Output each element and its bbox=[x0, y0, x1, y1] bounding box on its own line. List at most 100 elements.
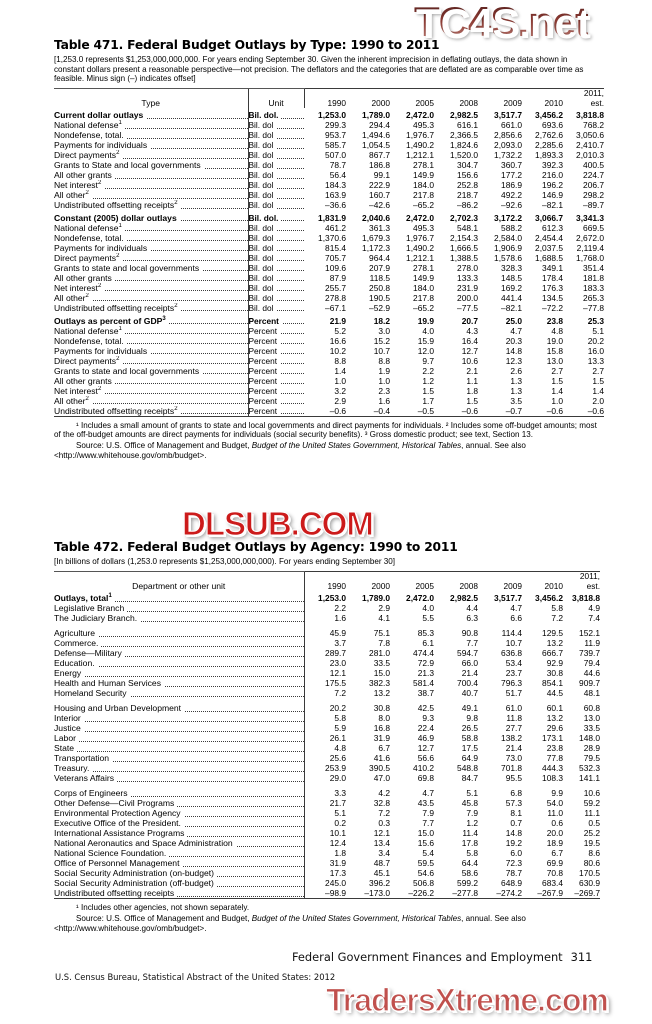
row-label: Nondefense, total. bbox=[54, 130, 248, 141]
row-value: 134.5 bbox=[542, 292, 563, 303]
row-value: 594.7 bbox=[457, 648, 478, 659]
row-value: 2,119.4 bbox=[576, 242, 604, 253]
row-value: 1,831.9 bbox=[318, 212, 346, 223]
row-label: Treasury. bbox=[54, 763, 304, 774]
row-unit: Bil. dol bbox=[247, 282, 304, 293]
row-value: 548.1 bbox=[457, 222, 478, 233]
row-value: 12.0 bbox=[417, 345, 434, 356]
row-value: 19.0 bbox=[546, 335, 563, 346]
row-value: 3,818.8 bbox=[576, 110, 604, 121]
row-value: 146.9 bbox=[542, 190, 563, 201]
row-value: 9.8 bbox=[466, 713, 478, 724]
table-472-block: Table 472. Federal Budget Outlays by Age… bbox=[54, 540, 600, 942]
row-value: 3,066.7 bbox=[535, 212, 563, 223]
table-row: Outlays, total1 1,253.0 1,789.0 2,472.0 2,98… bbox=[54, 590, 600, 604]
row-value: –65.2 bbox=[413, 200, 434, 211]
row-unit: Bil. dol bbox=[247, 120, 304, 131]
row-label: The Judiciary Branch. bbox=[54, 613, 304, 624]
row-value: 77.8 bbox=[546, 753, 563, 764]
row-unit: Bil. dol bbox=[247, 130, 304, 141]
table-row: National defense1 Percent 5.2 3.0 4.0 4.3 4.7 4… bbox=[54, 325, 604, 336]
row-value: 953.7 bbox=[325, 130, 346, 141]
row-value: 66.0 bbox=[461, 658, 478, 669]
row-value: 64.4 bbox=[461, 858, 478, 869]
row-value: 11.9 bbox=[584, 638, 600, 649]
row-value: 49.1 bbox=[461, 703, 478, 714]
row-value: 20.2 bbox=[587, 335, 604, 346]
row-value: 349.1 bbox=[542, 262, 563, 273]
row-value: –226.2 bbox=[390, 888, 434, 900]
row-value: 53.4 bbox=[505, 658, 522, 669]
row-value: 2,410.7 bbox=[576, 140, 604, 151]
row-value: 54.0 bbox=[546, 798, 563, 809]
row-label: Outlays as percent of GDP3 bbox=[54, 313, 248, 326]
row-value: 548.8 bbox=[457, 763, 478, 774]
row-value: 18.2 bbox=[373, 315, 390, 326]
row-value: 13.3 bbox=[587, 355, 604, 366]
table-471-col-unit: Unit bbox=[247, 87, 304, 108]
table-row: Legislative Branch 2.2 2.9 4.0 4.4 4.7 5.8 4.9 bbox=[54, 603, 600, 614]
row-label: Undistributed offsetting receipts2 bbox=[54, 405, 248, 417]
table-row: Direct payments2 Percent 8.8 8.8 9.7 10.6 12.3… bbox=[54, 355, 604, 366]
table-row: Social Security Administration (on-budge… bbox=[54, 868, 600, 879]
table-472-col-spacer bbox=[303, 570, 346, 581]
row-value: –0.6 bbox=[434, 405, 478, 417]
table-472-col-stub: Department or other unit bbox=[54, 570, 304, 591]
row-value: 1,212.1 bbox=[406, 150, 434, 161]
row-label: Net interest2 bbox=[54, 180, 248, 191]
row-value: 1,789.0 bbox=[362, 110, 390, 121]
table-472-source-prefix: Source: U.S. Office of Management and Bu… bbox=[76, 913, 252, 923]
row-value: 80.6 bbox=[583, 858, 600, 869]
row-value: 396.2 bbox=[369, 878, 390, 889]
row-value: 532.3 bbox=[579, 763, 600, 774]
row-value: 7.8 bbox=[378, 638, 390, 649]
row-value: 1.0 bbox=[334, 375, 346, 386]
row-value: 739.7 bbox=[579, 648, 600, 659]
row-value: 10.6 bbox=[461, 355, 478, 366]
row-value: 6.6 bbox=[510, 613, 522, 624]
table-row: All other grants Bil. dol 56.4 99.1 149.9 156… bbox=[54, 170, 604, 181]
table-row: The Judiciary Branch. 1.6 4.1 5.5 6.3 6.6 7.2 7… bbox=[54, 613, 600, 624]
row-value: –89.7 bbox=[583, 200, 604, 211]
table-472-col-2010: 2010 bbox=[544, 580, 563, 591]
table-row: Current dollar outlays Bil. dol. 1,253.0 1,… bbox=[54, 107, 604, 121]
row-value: 299.3 bbox=[325, 120, 346, 131]
row-unit: Bil. dol bbox=[247, 292, 304, 303]
row-label: Labor bbox=[54, 733, 304, 744]
row-label: Direct payments2 bbox=[54, 150, 248, 161]
row-value: 169.2 bbox=[501, 282, 522, 293]
row-value: 129.5 bbox=[542, 628, 563, 639]
row-value: 19.9 bbox=[417, 315, 434, 326]
watermark-dlsub: DLSUB.COM bbox=[182, 505, 375, 543]
table-row: Commerce. 3.7 7.8 6.1 7.7 10.7 13.2 11.9 bbox=[54, 638, 600, 649]
row-value: 109.6 bbox=[325, 262, 346, 273]
row-value: 669.5 bbox=[583, 222, 604, 233]
row-value: 7.4 bbox=[588, 613, 600, 624]
row-value: 4.8 bbox=[303, 743, 346, 754]
row-value: 1.5 bbox=[551, 375, 563, 386]
row-label: National defense1 bbox=[54, 325, 248, 336]
row-value: 2,366.5 bbox=[450, 130, 478, 141]
row-value: 149.9 bbox=[413, 170, 434, 181]
row-value: 3,341.3 bbox=[576, 212, 604, 223]
row-label: Energy bbox=[54, 668, 304, 679]
row-value: 854.1 bbox=[542, 678, 563, 689]
row-value: 21.9 bbox=[329, 315, 346, 326]
row-value: 222.9 bbox=[369, 180, 390, 191]
row-value: 14.8 bbox=[505, 345, 522, 356]
row-value: 12.7 bbox=[461, 345, 478, 356]
row-value: 175.5 bbox=[303, 678, 346, 689]
row-value: 255.7 bbox=[325, 282, 346, 293]
row-value: 21.3 bbox=[417, 668, 434, 679]
row-label: All other2 bbox=[54, 292, 248, 303]
row-value: 12.4 bbox=[303, 838, 346, 849]
row-value: 1,490.2 bbox=[406, 140, 434, 151]
row-value: –82.1 bbox=[542, 200, 563, 211]
row-value: –52.9 bbox=[369, 302, 390, 313]
row-value: 1.8 bbox=[303, 848, 346, 859]
row-value: 390.5 bbox=[369, 763, 390, 774]
row-value: 85.3 bbox=[417, 628, 434, 639]
footer-section-title: Federal Government Finances and Employme… bbox=[292, 950, 602, 964]
row-value: 10.7 bbox=[373, 345, 390, 356]
row-value: 160.7 bbox=[369, 190, 390, 201]
